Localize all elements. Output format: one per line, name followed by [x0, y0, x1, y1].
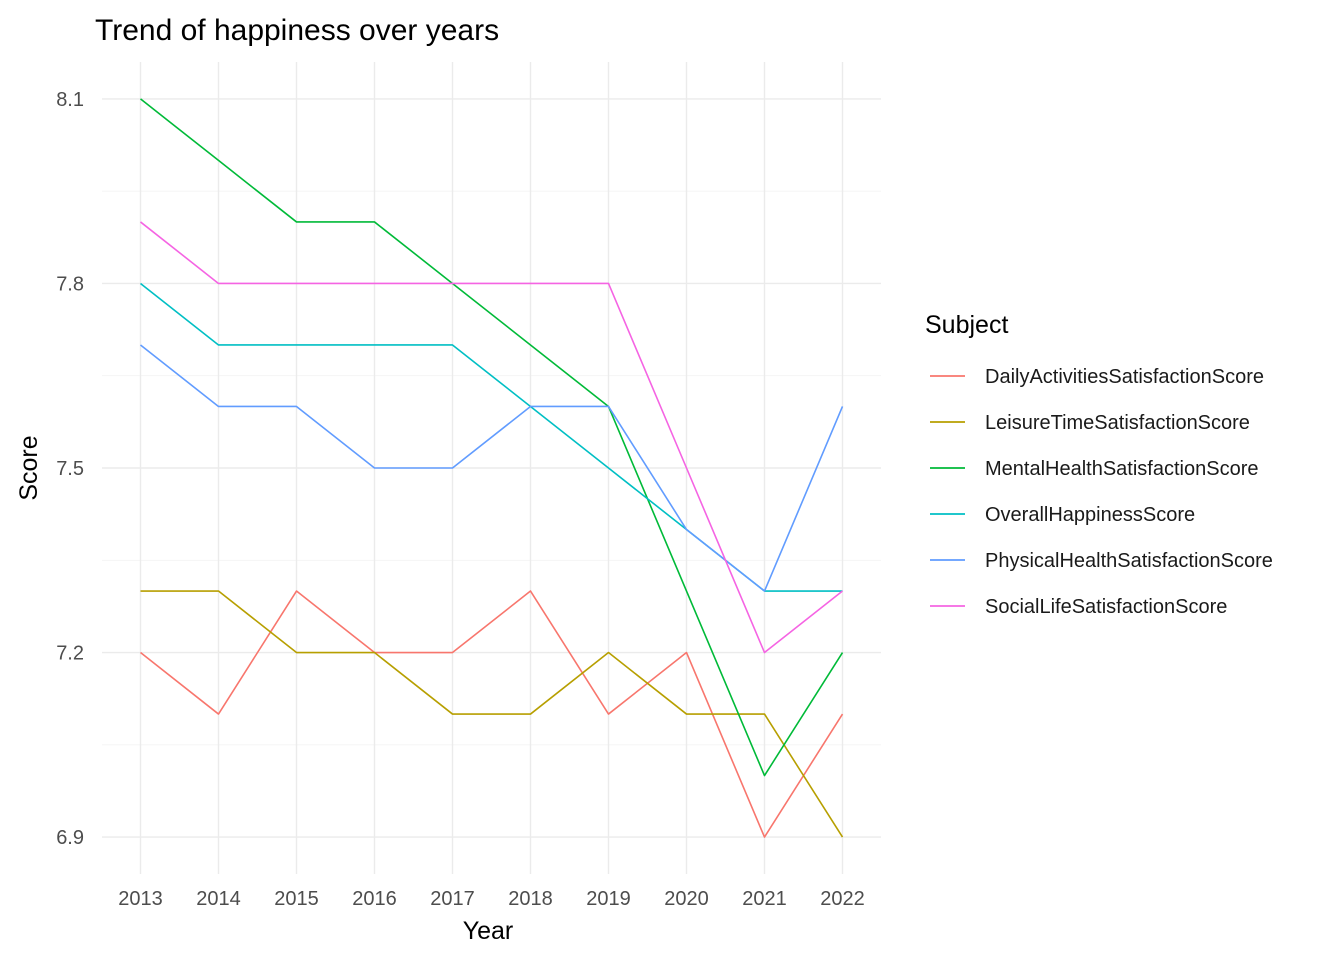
- legend-label: LeisureTimeSatisfactionScore: [985, 412, 1250, 434]
- y-tick-label: 7.8: [56, 273, 84, 295]
- y-axis-title: Score: [15, 435, 43, 500]
- y-tick-label: 8.1: [56, 89, 84, 111]
- series-lines: [140, 98, 844, 838]
- x-axis-title: Year: [463, 917, 514, 945]
- legend-label: PhysicalHealthSatisfactionScore: [985, 550, 1273, 572]
- x-tick-label: 2013: [118, 888, 163, 910]
- series-line-DailyActivitiesSatisfactionScore: [140, 590, 844, 838]
- legend-title: Subject: [925, 311, 1008, 339]
- x-tick-label: 2016: [352, 888, 397, 910]
- y-axis-ticks: 6.9 7.2 7.5 7.8 8.1: [56, 89, 84, 849]
- x-tick-label: 2020: [664, 888, 709, 910]
- series-line-SocialLifeSatisfactionScore: [140, 221, 843, 654]
- grid: [102, 62, 881, 874]
- x-tick-label: 2017: [430, 888, 475, 910]
- legend-label: MentalHealthSatisfactionScore: [985, 458, 1258, 480]
- x-tick-label: 2019: [586, 888, 631, 910]
- x-tick-label: 2021: [742, 888, 787, 910]
- legend-label: OverallHappinessScore: [985, 504, 1195, 526]
- series-line-MentalHealthSatisfactionScore: [140, 98, 844, 777]
- y-tick-label: 7.2: [56, 643, 84, 665]
- chart-title: Trend of happiness over years: [95, 14, 499, 47]
- x-tick-label: 2015: [274, 888, 319, 910]
- x-tick-label: 2018: [508, 888, 553, 910]
- x-tick-label: 2022: [820, 888, 865, 910]
- y-tick-label: 6.9: [56, 827, 84, 849]
- legend-label: SocialLifeSatisfactionScore: [985, 596, 1227, 618]
- y-tick-label: 7.5: [56, 458, 84, 480]
- x-tick-label: 2014: [196, 888, 241, 910]
- legend-label: DailyActivitiesSatisfactionScore: [985, 366, 1264, 388]
- series-line-LeisureTimeSatisfactionScore: [140, 590, 844, 838]
- legend: Subject DailyActivitiesSatisfactionScore…: [925, 311, 1273, 618]
- x-axis-ticks: 2013 2014 2015 2016 2017 2018 2019 2020 2021 2022: [118, 888, 865, 910]
